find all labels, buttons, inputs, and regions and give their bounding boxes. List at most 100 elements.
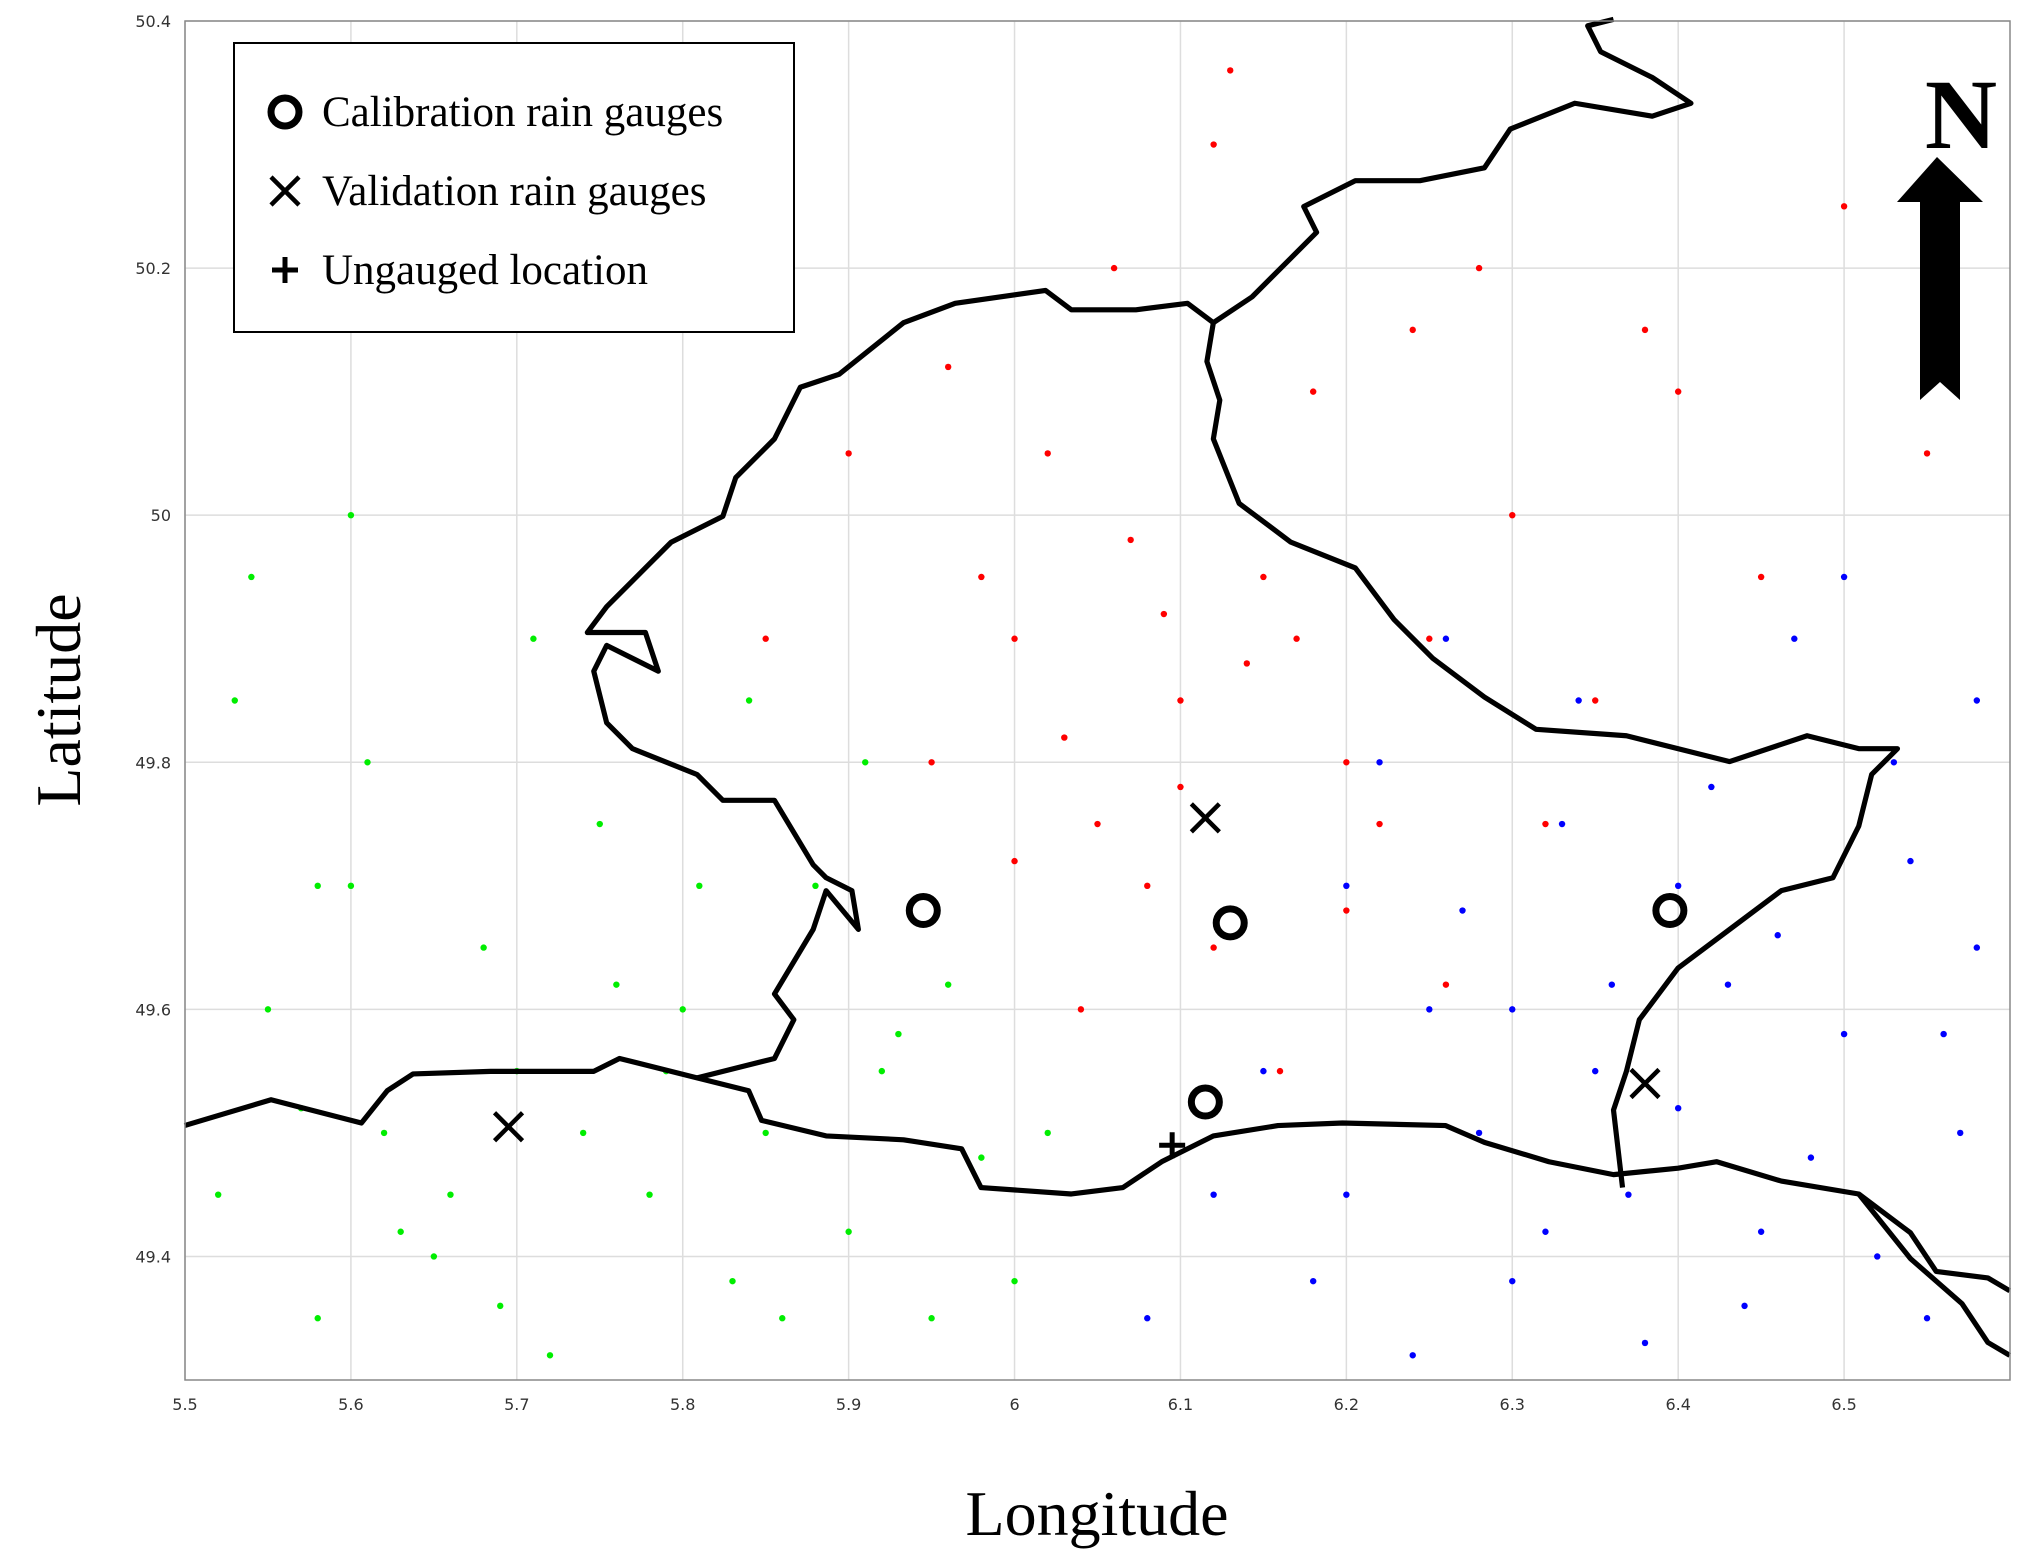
point (944, 981, 952, 988)
point (1757, 1228, 1765, 1235)
point (1840, 1030, 1848, 1038)
point (314, 882, 321, 890)
point (1923, 450, 1931, 457)
point (928, 759, 935, 766)
point (944, 363, 952, 371)
point (1840, 203, 1848, 210)
point (1376, 759, 1383, 766)
point (1044, 450, 1051, 457)
point (646, 1191, 653, 1198)
y-tick-label: 50.2 (135, 259, 171, 278)
point (1874, 1253, 1881, 1260)
legend-marker (272, 257, 298, 283)
calibration-gauge (1187, 1084, 1223, 1120)
point (1592, 1067, 1599, 1075)
point (1376, 820, 1383, 828)
x-tick-label: 6.4 (1665, 1395, 1690, 1414)
point (1276, 1067, 1284, 1075)
point (1674, 388, 1682, 395)
validation-gauge (1189, 802, 1221, 834)
points (214, 67, 1981, 1359)
point (1674, 882, 1682, 890)
ungauged-location (1159, 1132, 1186, 1159)
point (447, 1191, 454, 1198)
point (1309, 1277, 1317, 1285)
x-tick-label: 5.8 (670, 1395, 695, 1414)
calibration-gauge (1212, 905, 1248, 941)
point (762, 1129, 769, 1137)
point (530, 635, 537, 642)
point (347, 882, 355, 890)
border (183, 1055, 2012, 1294)
x-tick-label: 6 (1009, 1395, 1019, 1414)
point (430, 1253, 438, 1260)
point (1011, 1277, 1018, 1285)
point (347, 511, 355, 519)
plot-frame (184, 20, 2011, 1381)
point (1973, 697, 1981, 704)
point (729, 1277, 736, 1285)
point (1807, 1154, 1815, 1161)
point (779, 1315, 786, 1322)
point (1907, 857, 1914, 865)
north-label: N (1925, 59, 1997, 170)
point (845, 1228, 852, 1235)
point (264, 1006, 272, 1013)
point (613, 981, 620, 988)
point (1077, 1006, 1085, 1013)
point (1608, 981, 1616, 988)
point (1243, 660, 1251, 667)
point (1177, 697, 1184, 704)
point (1575, 697, 1582, 704)
point (1708, 783, 1715, 791)
point (1293, 635, 1300, 642)
point (1641, 1339, 1649, 1347)
point (812, 882, 819, 890)
point (1210, 141, 1217, 148)
y-tick-label: 50 (151, 506, 171, 525)
x-tick-label: 6.5 (1831, 1395, 1856, 1414)
point (878, 1067, 886, 1075)
point (1509, 1006, 1516, 1013)
gauges (492, 802, 1688, 1159)
point (364, 759, 371, 766)
point (1641, 326, 1649, 334)
point (679, 1006, 686, 1013)
point (214, 1191, 222, 1198)
border (584, 287, 1901, 1188)
point (1840, 573, 1848, 581)
x-tick-label: 5.6 (338, 1395, 363, 1414)
point (1973, 944, 1981, 951)
point (745, 697, 753, 704)
legend-marker (269, 175, 301, 207)
point (762, 635, 769, 642)
point (1260, 1067, 1267, 1075)
point (1343, 759, 1350, 766)
point (1144, 882, 1151, 890)
legend-label: Validation rain gauges (322, 168, 707, 215)
point (1227, 67, 1234, 74)
point (579, 1129, 587, 1137)
point (1475, 1129, 1483, 1137)
point (1309, 388, 1317, 395)
y-tick-label: 50.4 (135, 12, 171, 31)
x-tick-label: 5.9 (836, 1395, 861, 1414)
legend-label: Calibration rain gauges (322, 89, 723, 136)
point (1343, 907, 1350, 914)
point (1343, 882, 1350, 890)
point (1957, 1129, 1964, 1137)
point (497, 1302, 504, 1310)
point (845, 450, 852, 457)
point (1044, 1129, 1051, 1137)
point (314, 1315, 321, 1322)
validation-gauge (492, 1111, 525, 1143)
y-tick-label: 49.4 (135, 1247, 171, 1266)
point (1923, 1315, 1931, 1322)
point (546, 1352, 554, 1359)
calibration-gauge (1652, 893, 1688, 929)
point (1210, 1191, 1217, 1198)
point (1094, 820, 1101, 828)
point (1426, 635, 1433, 642)
point (1791, 635, 1798, 642)
